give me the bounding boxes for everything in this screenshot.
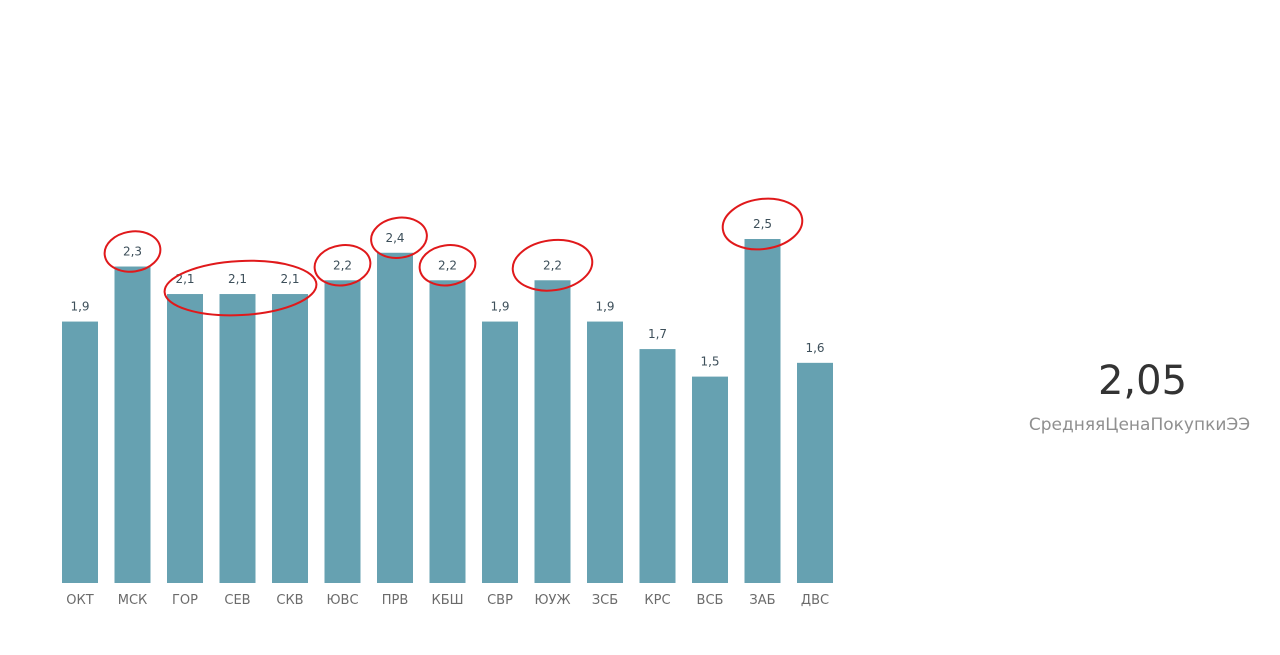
category-label-ЮВС: ЮВС — [326, 593, 358, 608]
category-label-ЗСБ: ЗСБ — [592, 593, 618, 608]
data-label-КБШ: 2,2 — [438, 258, 457, 272]
annotation-circle-ЗАБ — [721, 197, 804, 251]
annotation-circle-ПРВ — [370, 216, 428, 259]
data-label-ЮВС: 2,2 — [333, 258, 352, 272]
kpi-value: 2,05 — [1097, 358, 1188, 404]
category-label-СЕВ: СЕВ — [224, 593, 250, 608]
bar-ЗСБ[interactable] — [587, 321, 623, 583]
annotation-circle-ЮВС — [313, 244, 372, 287]
data-label-СКВ: 2,1 — [280, 272, 299, 286]
bar-chart: 1,9 ОКТ 2,3 МСК 2,1 ГОР 2,1 СЕВ 2,1 СКВ 2,2 ЮВС 2,4 П… — [62, 197, 833, 608]
category-label-ГОР: ГОР — [172, 593, 198, 608]
data-label-ВСБ: 1,5 — [700, 355, 719, 369]
bar-ЗАБ[interactable] — [744, 239, 781, 583]
data-label-КРС: 1,7 — [648, 327, 667, 341]
data-label-МСК: 2,3 — [123, 245, 142, 259]
category-label-КРС: КРС — [644, 593, 670, 608]
bar-ОКТ[interactable] — [62, 321, 98, 583]
category-label-ЗАБ: ЗАБ — [749, 593, 775, 608]
category-label-ОКТ: ОКТ — [66, 593, 93, 608]
bar-МСК[interactable] — [114, 266, 151, 583]
data-label-ЮУЖ: 2,2 — [543, 258, 562, 272]
bar-ПРВ[interactable] — [377, 252, 413, 583]
category-label-СВР: СВР — [487, 593, 513, 608]
bar-КБШ[interactable] — [429, 280, 466, 583]
data-label-ЗСБ: 1,9 — [595, 300, 614, 314]
category-label-ПРВ: ПРВ — [382, 593, 409, 608]
annotation-circle-ГОР-СЕВ-СКВ — [163, 259, 318, 317]
category-label-КБШ: КБШ — [431, 593, 463, 608]
data-label-СВР: 1,9 — [490, 300, 509, 314]
data-label-ОКТ: 1,9 — [70, 300, 89, 314]
data-label-СЕВ: 2,1 — [228, 272, 247, 286]
bar-ЮУЖ[interactable] — [534, 280, 571, 583]
annotation-circle-ЮУЖ — [511, 238, 594, 292]
data-label-ДВС: 1,6 — [805, 341, 824, 355]
bar-ГОР[interactable] — [167, 294, 203, 583]
bar-СЕВ[interactable] — [219, 294, 256, 583]
category-label-ДВС: ДВС — [801, 593, 829, 608]
category-label-ЮУЖ: ЮУЖ — [535, 593, 571, 608]
category-label-ВСБ: ВСБ — [697, 593, 724, 608]
bar-ДВС[interactable] — [797, 362, 833, 583]
kpi-label: СредняяЦенаПокупкиЭЭ — [1028, 415, 1251, 435]
data-label-ГОР: 2,1 — [175, 272, 194, 286]
bar-СКВ[interactable] — [272, 294, 308, 583]
data-label-ПРВ: 2,4 — [385, 231, 404, 245]
bar-КРС[interactable] — [639, 349, 676, 583]
category-label-СКВ: СКВ — [276, 593, 303, 608]
annotation-circle-КБШ — [418, 244, 477, 287]
bar-СВР[interactable] — [482, 321, 518, 583]
data-label-ЗАБ: 2,5 — [753, 217, 772, 231]
annotation-circle-МСК — [103, 230, 162, 273]
kpi-card: 2,05 СредняяЦенаПокупкиЭЭ — [1010, 355, 1280, 439]
category-label-МСК: МСК — [118, 593, 148, 608]
bar-ВСБ[interactable] — [692, 376, 728, 583]
bar-ЮВС[interactable] — [324, 280, 361, 583]
